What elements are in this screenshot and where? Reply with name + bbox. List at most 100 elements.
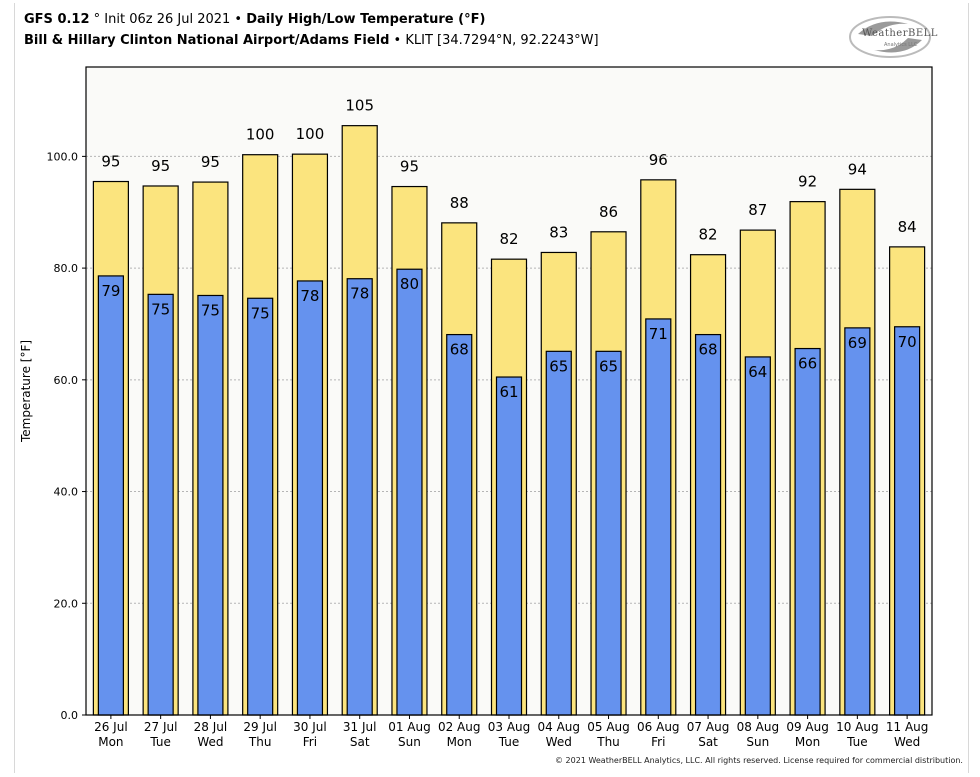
- low-bar: [794, 347, 821, 716]
- y-tick-label: 100.0: [47, 150, 79, 163]
- low-bar: [147, 293, 174, 716]
- plot-border: [85, 66, 933, 716]
- low-bar: [97, 275, 124, 716]
- x-tick-date-label: 31 Jul: [343, 720, 377, 734]
- low-bar: [545, 350, 572, 716]
- low-bar: [296, 280, 324, 716]
- low-bar: [894, 326, 921, 716]
- logo-text: WeatherBELL: [862, 28, 938, 39]
- x-tick-date-label: 27 Jul: [144, 720, 178, 734]
- high-value-label: 82: [699, 226, 718, 244]
- low-bar: [197, 294, 224, 716]
- high-value-label: 100: [296, 125, 325, 143]
- low-bar: [346, 278, 373, 716]
- low-bar: [396, 268, 423, 716]
- high-value-label: 95: [201, 153, 220, 171]
- low-value-label: 70: [898, 333, 917, 351]
- x-tick-day-label: Mon: [795, 735, 820, 749]
- weatherbell-logo: WeatherBELL Analytics LLC: [848, 14, 937, 60]
- x-tick-date-label: 28 Jul: [194, 720, 228, 734]
- low-bar: [495, 376, 523, 716]
- x-tick-date-label: 07 Aug: [687, 720, 730, 734]
- low-value-label: 64: [748, 363, 767, 381]
- high-value-label: 95: [400, 158, 419, 176]
- x-tick-day-label: Sat: [698, 735, 718, 749]
- x-tick-date-label: 09 Aug: [786, 720, 829, 734]
- high-value-label: 100: [246, 126, 275, 144]
- low-value-label: 66: [798, 355, 817, 373]
- x-tick-day-label: Tue: [149, 735, 171, 749]
- x-tick-day-label: Mon: [447, 735, 472, 749]
- x-tick-date-label: 30 Jul: [293, 720, 327, 734]
- high-value-label: 95: [151, 157, 170, 175]
- x-tick-day-label: Sun: [746, 735, 769, 749]
- high-value-label: 86: [599, 203, 618, 221]
- high-value-label: 82: [499, 230, 518, 248]
- low-value-label: 75: [151, 300, 170, 318]
- low-value-label: 68: [699, 341, 718, 359]
- low-bar: [645, 318, 672, 716]
- high-value-label: 105: [345, 97, 374, 115]
- y-axis-label: Temperature [°F]: [19, 340, 33, 443]
- x-tick-day-label: Fri: [303, 735, 317, 749]
- low-value-label: 65: [599, 357, 618, 375]
- low-value-label: 69: [848, 334, 867, 352]
- high-value-label: 96: [649, 151, 668, 169]
- low-value-label: 80: [400, 275, 419, 293]
- x-tick-date-label: 04 Aug: [538, 720, 581, 734]
- y-tick-label: 60.0: [54, 374, 79, 387]
- x-tick-day-label: Mon: [98, 735, 123, 749]
- low-value-label: 79: [101, 282, 120, 300]
- figure-frame: [14, 3, 969, 773]
- high-value-label: 92: [798, 173, 817, 191]
- low-value-label: 61: [499, 383, 518, 401]
- low-value-label: 68: [450, 341, 469, 359]
- x-tick-day-label: Wed: [546, 735, 572, 749]
- low-bar: [446, 333, 473, 716]
- x-tick-day-label: Thu: [248, 735, 272, 749]
- logo-subtext: Analytics LLC: [884, 42, 918, 48]
- chart-subtitle: Bill & Hillary Clinton National Airport/…: [24, 33, 599, 48]
- swirl-icon: [849, 16, 931, 58]
- x-tick-date-label: 11 Aug: [886, 720, 929, 734]
- x-tick-date-label: 02 Aug: [438, 720, 481, 734]
- high-value-label: 88: [450, 194, 469, 212]
- low-bar: [744, 356, 771, 716]
- chart-title: GFS 0.12 ° Init 06z 26 Jul 2021 • Daily …: [24, 12, 486, 27]
- y-tick-label: 0.0: [61, 709, 79, 722]
- low-value-label: 71: [649, 325, 668, 343]
- high-value-label: 87: [748, 201, 767, 219]
- x-tick-date-label: 01 Aug: [388, 720, 431, 734]
- y-tick-label: 40.0: [54, 486, 79, 499]
- low-bar: [844, 327, 871, 716]
- high-value-label: 94: [848, 160, 867, 178]
- y-tick-label: 20.0: [54, 597, 79, 610]
- low-value-label: 75: [201, 301, 220, 319]
- x-tick-date-label: 10 Aug: [836, 720, 879, 734]
- x-tick-day-label: Wed: [894, 735, 920, 749]
- low-value-label: 65: [549, 357, 568, 375]
- x-tick-day-label: Tue: [498, 735, 520, 749]
- low-bar: [694, 333, 722, 716]
- low-value-label: 75: [251, 304, 270, 322]
- copyright-text: © 2021 WeatherBELL Analytics, LLC. All r…: [555, 756, 963, 765]
- x-tick-date-label: 08 Aug: [737, 720, 780, 734]
- x-tick-date-label: 06 Aug: [637, 720, 680, 734]
- x-tick-day-label: Sat: [350, 735, 370, 749]
- x-tick-day-label: Wed: [197, 735, 223, 749]
- x-tick-date-label: 03 Aug: [488, 720, 531, 734]
- low-value-label: 78: [350, 285, 369, 303]
- x-tick-day-label: Tue: [846, 735, 868, 749]
- x-tick-date-label: 29 Jul: [243, 720, 277, 734]
- x-tick-date-label: 26 Jul: [94, 720, 128, 734]
- x-tick-date-label: 05 Aug: [587, 720, 630, 734]
- high-value-label: 83: [549, 223, 568, 241]
- x-tick-day-label: Fri: [651, 735, 665, 749]
- low-value-label: 78: [300, 287, 319, 305]
- low-bar: [595, 350, 622, 716]
- y-tick-label: 80.0: [54, 262, 79, 275]
- low-bar: [247, 297, 274, 716]
- x-tick-day-label: Thu: [596, 735, 620, 749]
- high-value-label: 95: [101, 153, 120, 171]
